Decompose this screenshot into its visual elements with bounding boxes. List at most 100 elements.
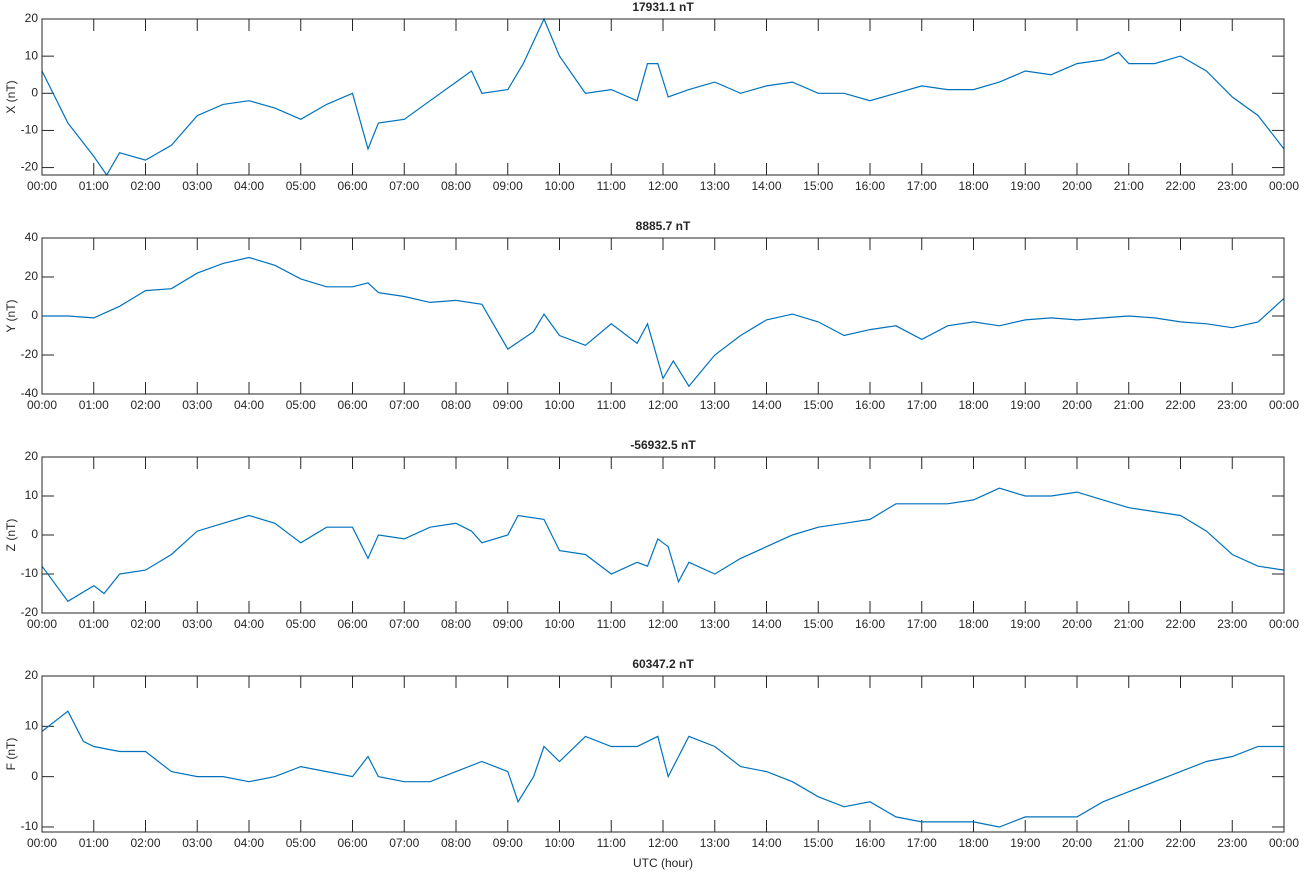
x-tick-label: 04:00 bbox=[234, 398, 264, 412]
x-tick-label: 21:00 bbox=[1114, 836, 1144, 850]
x-tick-label: 21:00 bbox=[1114, 398, 1144, 412]
x-tick-label: 02:00 bbox=[130, 179, 160, 193]
x-tick-label: 03:00 bbox=[182, 836, 212, 850]
x-tick-label: 05:00 bbox=[286, 836, 316, 850]
x-tick-label: 14:00 bbox=[751, 179, 781, 193]
x-tick-label: 21:00 bbox=[1114, 617, 1144, 631]
chart-title: -56932.5 nT bbox=[630, 438, 696, 452]
x-tick-label: 07:00 bbox=[389, 836, 419, 850]
x-tick-label: 21:00 bbox=[1114, 179, 1144, 193]
y-tick-label: 10 bbox=[25, 488, 39, 502]
x-tick-label: 12:00 bbox=[648, 179, 678, 193]
y-tick-label: 10 bbox=[25, 718, 39, 732]
y-tick-label: 0 bbox=[31, 527, 38, 541]
x-axis-label: UTC (hour) bbox=[633, 856, 693, 870]
y-axis-label: F (nT) bbox=[4, 738, 18, 771]
x-tick-label: 22:00 bbox=[1165, 398, 1195, 412]
x-tick-label: 19:00 bbox=[1010, 398, 1040, 412]
x-tick-label: 17:00 bbox=[907, 398, 937, 412]
x-tick-label: 02:00 bbox=[130, 398, 160, 412]
y-tick-label: 0 bbox=[31, 308, 38, 322]
x-tick-label: 16:00 bbox=[855, 836, 885, 850]
x-tick-label: 14:00 bbox=[751, 836, 781, 850]
x-tick-label: 05:00 bbox=[286, 617, 316, 631]
x-tick-label: 17:00 bbox=[907, 836, 937, 850]
x-tick-label: 00:00 bbox=[27, 836, 57, 850]
x-tick-label: 09:00 bbox=[493, 836, 523, 850]
y-tick-label: -10 bbox=[21, 819, 39, 833]
x-tick-label: 11:00 bbox=[597, 179, 626, 193]
x-tick-label: 08:00 bbox=[441, 179, 471, 193]
x-tick-label: 23:00 bbox=[1217, 398, 1247, 412]
x-tick-label: 20:00 bbox=[1062, 398, 1092, 412]
x-tick-label: 08:00 bbox=[441, 836, 471, 850]
x-tick-label: 18:00 bbox=[958, 398, 988, 412]
x-tick-label: 00:00 bbox=[27, 179, 57, 193]
plot-area bbox=[42, 19, 1284, 175]
x-tick-label: 02:00 bbox=[130, 836, 160, 850]
x-tick-label: 15:00 bbox=[803, 398, 833, 412]
x-tick-label: 01:00 bbox=[79, 617, 109, 631]
x-tick-label: 03:00 bbox=[182, 179, 212, 193]
x-tick-label: 11:00 bbox=[597, 398, 626, 412]
x-tick-label: 13:00 bbox=[700, 398, 730, 412]
y-tick-label: -20 bbox=[21, 160, 39, 174]
x-tick-label: 17:00 bbox=[907, 179, 937, 193]
x-tick-label: 18:00 bbox=[958, 617, 988, 631]
plot-area bbox=[42, 676, 1284, 832]
axes-box bbox=[41, 237, 1285, 395]
x-tick-label: 00:00 bbox=[1269, 398, 1299, 412]
x-tick-label: 15:00 bbox=[803, 836, 833, 850]
x-tick-label: 02:00 bbox=[130, 617, 160, 631]
x-tick-label: 01:00 bbox=[79, 398, 109, 412]
y-tick-label: 20 bbox=[25, 269, 39, 283]
x-tick-label: 10:00 bbox=[544, 836, 574, 850]
chart-title: 17931.1 nT bbox=[632, 0, 694, 14]
x-tick-label: 15:00 bbox=[803, 179, 833, 193]
x-tick-label: 22:00 bbox=[1165, 179, 1195, 193]
y-tick-label: -10 bbox=[21, 566, 39, 580]
x-tick-label: 16:00 bbox=[855, 398, 885, 412]
x-tick-label: 23:00 bbox=[1217, 617, 1247, 631]
y-axis-label: Y (nT) bbox=[4, 299, 18, 332]
x-tick-label: 11:00 bbox=[597, 617, 626, 631]
x-tick-label: 06:00 bbox=[337, 179, 367, 193]
data-line bbox=[41, 17, 1285, 177]
x-tick-label: 18:00 bbox=[958, 179, 988, 193]
x-tick-label: 06:00 bbox=[337, 836, 367, 850]
x-tick-label: 04:00 bbox=[234, 836, 264, 850]
x-tick-label: 00:00 bbox=[1269, 179, 1299, 193]
y-tick-label: -20 bbox=[21, 605, 39, 619]
x-tick-label: 19:00 bbox=[1010, 617, 1040, 631]
x-tick-label: 04:00 bbox=[234, 179, 264, 193]
x-tick-label: 12:00 bbox=[648, 836, 678, 850]
x-tick-label: 09:00 bbox=[493, 398, 523, 412]
x-tick-label: 10:00 bbox=[544, 617, 574, 631]
y-tick-label: 20 bbox=[25, 668, 39, 682]
x-tick-label: 13:00 bbox=[700, 836, 730, 850]
x-tick-label: 06:00 bbox=[337, 398, 367, 412]
x-tick-label: 15:00 bbox=[803, 617, 833, 631]
x-tick-label: 07:00 bbox=[389, 398, 419, 412]
x-tick-label: 11:00 bbox=[597, 836, 626, 850]
x-tick-label: 00:00 bbox=[1269, 836, 1299, 850]
x-tick-label: 19:00 bbox=[1010, 179, 1040, 193]
x-tick-label: 07:00 bbox=[389, 617, 419, 631]
axes-box bbox=[41, 675, 1285, 833]
data-line bbox=[42, 256, 1285, 388]
y-tick-label: 20 bbox=[25, 11, 39, 25]
x-tick-label: 05:00 bbox=[286, 398, 316, 412]
plot-area bbox=[42, 457, 1284, 613]
x-tick-label: 18:00 bbox=[958, 836, 988, 850]
data-line bbox=[41, 710, 1284, 828]
x-tick-label: 16:00 bbox=[855, 179, 885, 193]
x-tick-label: 03:00 bbox=[182, 398, 212, 412]
x-tick-label: 22:00 bbox=[1165, 617, 1195, 631]
x-tick-label: 08:00 bbox=[441, 617, 471, 631]
x-tick-label: 01:00 bbox=[79, 836, 109, 850]
y-tick-label: -10 bbox=[21, 123, 39, 137]
x-tick-label: 13:00 bbox=[700, 617, 730, 631]
y-tick-label: 40 bbox=[25, 230, 39, 244]
x-tick-label: 10:00 bbox=[544, 179, 574, 193]
